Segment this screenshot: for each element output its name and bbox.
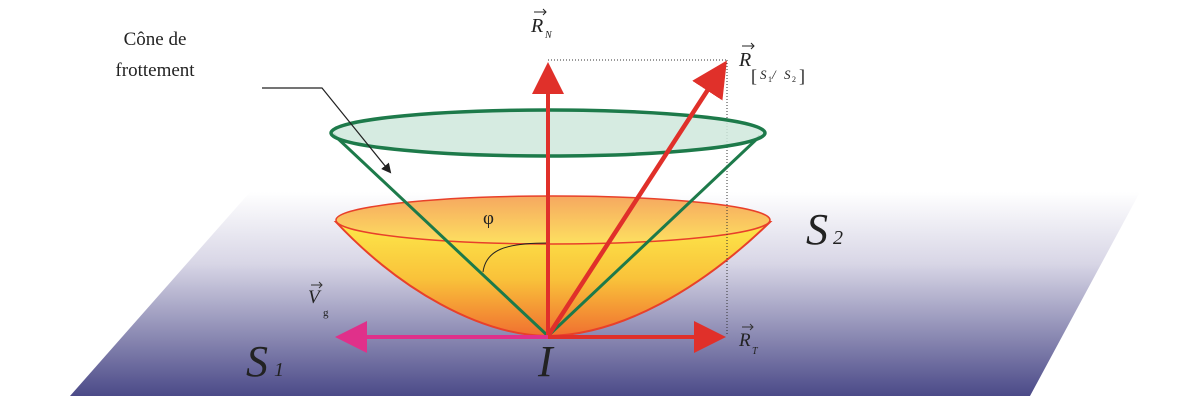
svg-text:S: S [246, 337, 268, 386]
svg-text:T: T [752, 346, 759, 357]
svg-text:S: S [784, 67, 791, 82]
svg-text:V: V [308, 287, 322, 308]
solid-s1-label: S 1 [246, 337, 284, 386]
cone-label-line1: Cône de [124, 29, 187, 50]
svg-text:R: R [738, 330, 751, 351]
cone-edge-left [331, 132, 550, 338]
cone-label-line2: frottement [115, 60, 195, 81]
resultant-force-arrow [546, 60, 727, 338]
svg-text:1: 1 [768, 75, 772, 84]
contact-point-label: I [537, 337, 555, 386]
svg-text:2: 2 [833, 227, 843, 249]
svg-text:/: / [771, 67, 777, 82]
svg-text:S: S [760, 67, 767, 82]
svg-text:N: N [544, 30, 553, 41]
tangential-force-label: R T [738, 323, 759, 357]
angle-arc [482, 242, 549, 273]
svg-text:g: g [323, 307, 329, 319]
svg-text:2: 2 [792, 75, 796, 84]
svg-text:1: 1 [274, 359, 284, 381]
normal-force-label: R N [530, 8, 553, 41]
svg-text:[: [ [751, 66, 757, 86]
cone-edge-right [546, 134, 762, 338]
bowl-rim [335, 195, 771, 245]
svg-text:]: ] [799, 66, 805, 86]
angle-phi-label: φ [483, 208, 494, 229]
resultant-force-label: R [ S 1 / S 2 ] [738, 42, 805, 86]
svg-text:S: S [806, 205, 828, 254]
solid-s2-label: S 2 [806, 205, 843, 254]
svg-text:R: R [530, 15, 543, 37]
cone-leader-line [262, 87, 392, 174]
sliding-velocity-label: V g [308, 281, 329, 319]
svg-text:R: R [738, 49, 751, 71]
